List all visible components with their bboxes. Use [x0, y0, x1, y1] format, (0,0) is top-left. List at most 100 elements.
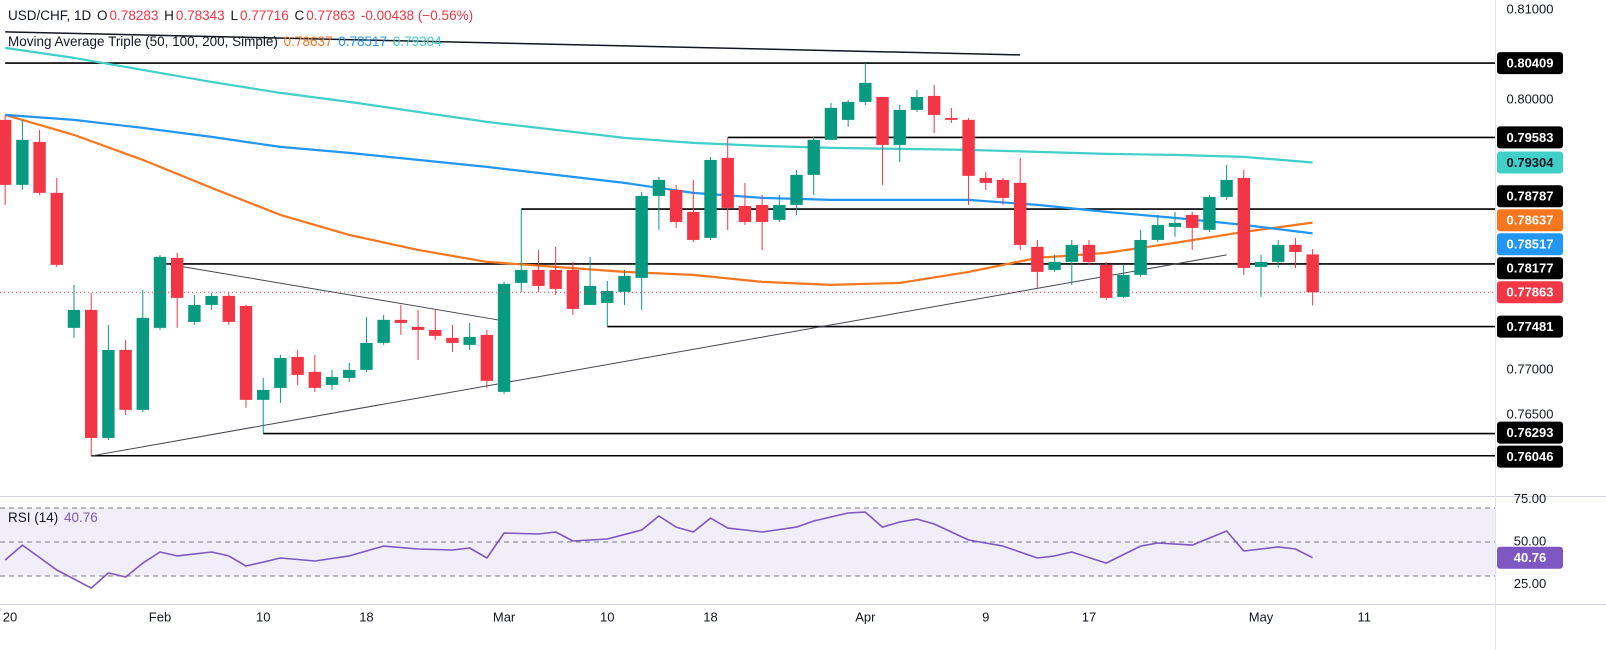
x-tick-label: Apr — [855, 609, 876, 624]
candle-body — [1134, 239, 1147, 275]
candle-body — [1254, 261, 1268, 267]
level-label-box — [1497, 52, 1563, 75]
x-tick-label: 10 — [600, 609, 614, 624]
candle-body — [274, 357, 287, 388]
candle-body — [515, 269, 528, 283]
candle-body — [1289, 244, 1302, 252]
candle-body — [824, 107, 838, 140]
candle-body — [738, 205, 752, 222]
ma-label-box — [1497, 209, 1563, 232]
candle-body — [1272, 244, 1285, 262]
candle-body — [755, 204, 769, 222]
c-value: 0.77863 — [306, 8, 356, 23]
ma-label: 0.78517 — [1507, 237, 1554, 252]
candle-body — [1100, 264, 1113, 298]
level-label: 0.78787 — [1507, 189, 1554, 204]
candle-body — [50, 192, 63, 265]
y-tick-label: 0.77000 — [1507, 361, 1554, 376]
candle-body — [841, 101, 855, 120]
candle-body — [257, 389, 270, 400]
ma-value: 0.79304 — [392, 34, 442, 49]
x-tick-label: Feb — [149, 609, 171, 624]
x-tick-label: 9 — [982, 609, 989, 624]
candle-body — [1151, 224, 1165, 240]
symbol-legend: USD/CHF, 1D O 0.78283 H 0.78343 L 0.77716 C… — [8, 8, 475, 23]
trend-line — [91, 254, 1227, 457]
trend-line — [5, 31, 1021, 56]
candle-body — [67, 309, 81, 328]
candle-body — [308, 371, 322, 388]
candle-body — [996, 179, 1010, 198]
candle-body — [171, 257, 184, 298]
level-label: 0.78177 — [1507, 261, 1554, 276]
rsi-tick-label: 25.00 — [1514, 576, 1547, 591]
candle-body — [239, 305, 253, 400]
rsi-line — [4, 511, 1313, 589]
candle-body — [360, 342, 373, 370]
candle-body — [618, 275, 631, 292]
x-tick-label: 11 — [1358, 609, 1372, 624]
l-value: 0.77716 — [239, 8, 289, 23]
level-label: 0.76293 — [1507, 425, 1554, 440]
candle-body — [549, 269, 562, 289]
candle-body — [721, 157, 734, 208]
candle-body — [497, 283, 511, 392]
candle-body — [291, 356, 304, 375]
change: -0.00438 (−0.56%) — [360, 8, 474, 23]
rsi-tick-label: 50.00 — [1514, 533, 1547, 548]
candle-body — [807, 139, 820, 175]
candle-body — [33, 141, 46, 193]
y-tick-label: 0.80000 — [1507, 91, 1554, 106]
candle-body — [102, 349, 115, 438]
rsi-label-box — [1497, 546, 1563, 569]
candle-body — [1203, 196, 1216, 230]
candle-body — [1048, 261, 1061, 270]
candle-body — [1082, 244, 1096, 262]
candle-body — [16, 139, 29, 185]
ma-value: 0.78517 — [338, 34, 388, 49]
x-tick-label: 17 — [1082, 609, 1096, 624]
level-label-box — [1497, 445, 1563, 468]
candle-body — [1065, 244, 1078, 262]
h-label: H — [164, 8, 174, 23]
candle-body — [480, 334, 494, 381]
level-label-box — [1497, 126, 1563, 149]
level-label: 0.77481 — [1507, 319, 1554, 334]
candle-body — [222, 295, 236, 322]
candle-body — [463, 336, 476, 345]
x-tick-label: 18 — [359, 609, 373, 624]
candle-body — [429, 329, 442, 336]
l-label: L — [230, 8, 238, 23]
rsi-label: 40.76 — [1514, 550, 1547, 565]
candle-body — [532, 269, 545, 286]
axis-layer: 20 Feb 10 18 Mar 10 18 Apr 9 17 May 11 0.81000 0.8000… — [3, 1, 1563, 624]
candle-body — [601, 290, 614, 303]
candle-body — [583, 285, 597, 305]
x-tick-label: Mar — [493, 609, 516, 624]
c-label: C — [294, 8, 305, 23]
rsi-tick-label: 75.00 — [1514, 491, 1547, 506]
candle-body — [1168, 222, 1182, 227]
ma-value: 0.78637 — [283, 34, 333, 49]
candle-body — [927, 95, 941, 115]
y-tick-label: 0.81000 — [1507, 1, 1554, 16]
candle-body — [411, 326, 425, 330]
level-label: 0.80409 — [1507, 56, 1554, 71]
candle-body — [687, 211, 700, 240]
x-tick-label: 18 — [703, 609, 717, 624]
candle-body — [652, 179, 666, 196]
candle-body — [377, 319, 390, 343]
h-value: 0.78343 — [175, 8, 225, 23]
y-tick-label: 0.76500 — [1507, 406, 1554, 421]
ma-label-box — [1497, 151, 1563, 174]
candle-body — [325, 376, 339, 385]
candle-body — [566, 269, 580, 309]
candle-body — [446, 337, 459, 343]
ma-title: Moving Average Triple (50, 100, 200, Sim… — [8, 34, 278, 49]
ma-label: 0.79304 — [1507, 155, 1555, 170]
level-label-box — [1497, 185, 1563, 208]
moving-average-line — [5, 46, 1313, 164]
candle-body — [1306, 254, 1319, 293]
